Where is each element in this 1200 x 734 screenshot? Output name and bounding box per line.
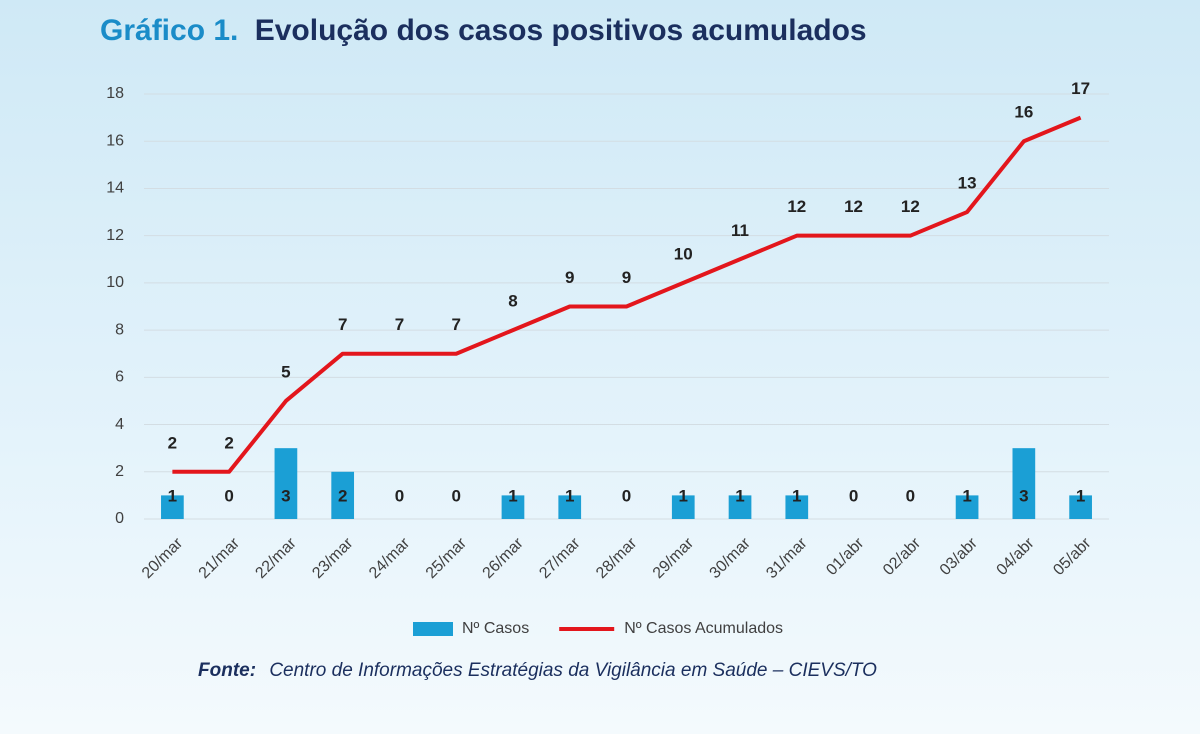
y-tick-label: 18 [106, 85, 124, 102]
bar-value-label: 1 [792, 486, 801, 505]
bar [331, 471, 355, 519]
line-value-label: 12 [787, 197, 806, 216]
bar-value-label: 0 [906, 486, 915, 505]
bar-value-label: 2 [338, 486, 347, 505]
line-value-label: 10 [674, 244, 693, 263]
y-tick-label: 8 [115, 321, 124, 338]
bar-value-label: 0 [395, 486, 404, 505]
source-label: Fonte: [198, 660, 256, 681]
bar [955, 495, 979, 519]
y-tick-label: 14 [106, 180, 124, 197]
line-value-label: 5 [281, 362, 290, 381]
line-value-label: 12 [844, 197, 863, 216]
line [172, 115, 1082, 474]
y-tick-label: 12 [106, 227, 124, 244]
y-tick-label: 2 [115, 463, 124, 480]
line-value-label: 13 [958, 174, 977, 193]
bar-value-label: 1 [508, 486, 517, 505]
line-value-label: 7 [451, 315, 460, 334]
legend-label: Nº Casos Acumulados [624, 620, 783, 637]
title-label: Gráfico 1. [100, 14, 238, 47]
bar-value-label: 1 [565, 486, 574, 505]
source: Fonte: Centro de Informações Estratégias… [198, 660, 877, 681]
line-value-label: 11 [731, 221, 749, 240]
bar [558, 495, 582, 519]
bar-value-label: 0 [622, 486, 631, 505]
bar [785, 495, 809, 519]
title-text: Evolução dos casos positivos acumulados [255, 14, 867, 47]
line-value-label: 16 [1014, 103, 1033, 122]
bar [274, 448, 298, 519]
y-tick-label: 10 [106, 274, 124, 291]
bar-value-label: 0 [224, 486, 233, 505]
bar-value-label: 1 [1076, 486, 1085, 505]
y-tick-label: 16 [106, 132, 124, 149]
line-value-label: 17 [1071, 79, 1090, 98]
bar-value-label: 1 [679, 486, 688, 505]
bar [501, 495, 525, 519]
bar-value-label: 1 [962, 486, 971, 505]
bar [1069, 495, 1092, 519]
line-value-label: 7 [395, 315, 404, 334]
line-value-label: 7 [338, 315, 347, 334]
line-value-label: 2 [224, 433, 233, 452]
y-tick-label: 0 [115, 510, 124, 527]
bar-value-label: 3 [1019, 486, 1028, 505]
bar [671, 495, 695, 519]
line-value-label: 9 [565, 268, 574, 287]
line-value-label: 8 [508, 292, 517, 311]
line-value-label: 9 [622, 268, 631, 287]
bar-value-label: 1 [735, 486, 744, 505]
bar-value-label: 0 [849, 486, 858, 505]
source-text: Centro de Informações Estratégias da Vig… [269, 660, 877, 681]
y-tick-label: 6 [115, 369, 124, 386]
bar-value-label: 1 [168, 486, 177, 505]
line-value-label: 2 [168, 433, 177, 452]
legend-label: Nº Casos [462, 620, 529, 637]
bar [161, 495, 184, 519]
line-value-label: 12 [901, 197, 920, 216]
y-tick-label: 4 [115, 416, 124, 433]
bar-value-label: 3 [281, 486, 290, 505]
chart-title: Gráfico 1. Evolução dos casos positivos … [100, 14, 867, 47]
bar-value-label: 0 [451, 486, 460, 505]
bar [1012, 448, 1036, 519]
bar [728, 495, 752, 519]
legend-swatch [413, 622, 453, 636]
